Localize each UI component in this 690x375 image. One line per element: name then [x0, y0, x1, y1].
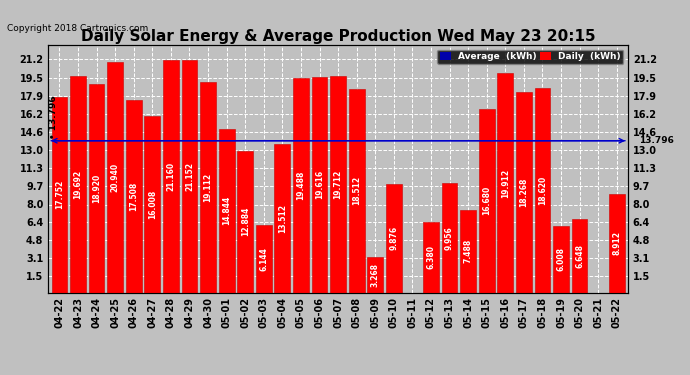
Text: 6.648: 6.648 [575, 244, 584, 268]
Text: 18.268: 18.268 [520, 177, 529, 207]
Bar [553, 226, 569, 292]
Text: 21.152: 21.152 [185, 162, 194, 190]
Bar [89, 84, 104, 292]
Bar [275, 144, 290, 292]
Text: 6.008: 6.008 [557, 248, 566, 272]
Bar [535, 88, 551, 292]
Bar [163, 60, 179, 292]
Text: 13.796: 13.796 [640, 136, 674, 145]
Text: 16.680: 16.680 [482, 186, 491, 215]
Text: 13.512: 13.512 [278, 204, 287, 232]
Bar [181, 60, 197, 292]
Bar [497, 74, 513, 292]
Text: 19.712: 19.712 [333, 170, 343, 199]
Text: 14.844: 14.844 [222, 196, 231, 225]
Bar [442, 183, 457, 292]
Text: • 13.796: • 13.796 [49, 96, 58, 139]
Bar [70, 76, 86, 292]
Text: 17.752: 17.752 [55, 180, 64, 210]
Bar [107, 62, 123, 292]
Text: 3.268: 3.268 [371, 262, 380, 286]
Bar [516, 92, 532, 292]
Text: 19.112: 19.112 [204, 173, 213, 202]
Bar [312, 77, 328, 292]
Text: 9.956: 9.956 [445, 226, 454, 250]
Text: 21.160: 21.160 [166, 162, 175, 190]
Text: 7.488: 7.488 [464, 239, 473, 264]
Bar [52, 97, 68, 292]
Bar [460, 210, 476, 292]
Text: 6.144: 6.144 [259, 247, 268, 271]
Bar [126, 100, 141, 292]
Text: 19.616: 19.616 [315, 170, 324, 199]
Bar [479, 109, 495, 292]
Bar [348, 89, 364, 292]
Bar [237, 151, 253, 292]
Text: 18.512: 18.512 [352, 176, 361, 205]
Text: 19.912: 19.912 [501, 168, 510, 198]
Text: 17.508: 17.508 [129, 182, 138, 211]
Text: 8.912: 8.912 [612, 231, 621, 255]
Bar [367, 256, 383, 292]
Bar [200, 82, 216, 292]
Text: 19.692: 19.692 [74, 170, 83, 199]
Bar [144, 116, 160, 292]
Bar [331, 76, 346, 292]
Bar [256, 225, 272, 292]
Bar [386, 184, 402, 292]
Bar [609, 195, 624, 292]
Text: Copyright 2018 Cartronics.com: Copyright 2018 Cartronics.com [7, 24, 148, 33]
Legend: Average  (kWh), Daily  (kWh): Average (kWh), Daily (kWh) [437, 50, 623, 64]
Title: Daily Solar Energy & Average Production Wed May 23 20:15: Daily Solar Energy & Average Production … [81, 29, 595, 44]
Text: 6.380: 6.380 [426, 245, 435, 269]
Text: 20.940: 20.940 [110, 163, 119, 192]
Text: 12.884: 12.884 [241, 207, 250, 236]
Text: 9.876: 9.876 [389, 226, 398, 250]
Bar [219, 129, 235, 292]
Bar [572, 219, 587, 292]
Text: 18.920: 18.920 [92, 174, 101, 203]
Text: 16.008: 16.008 [148, 190, 157, 219]
Bar [293, 78, 309, 292]
Bar [423, 222, 439, 292]
Text: 18.620: 18.620 [538, 176, 547, 205]
Text: 19.488: 19.488 [297, 171, 306, 200]
